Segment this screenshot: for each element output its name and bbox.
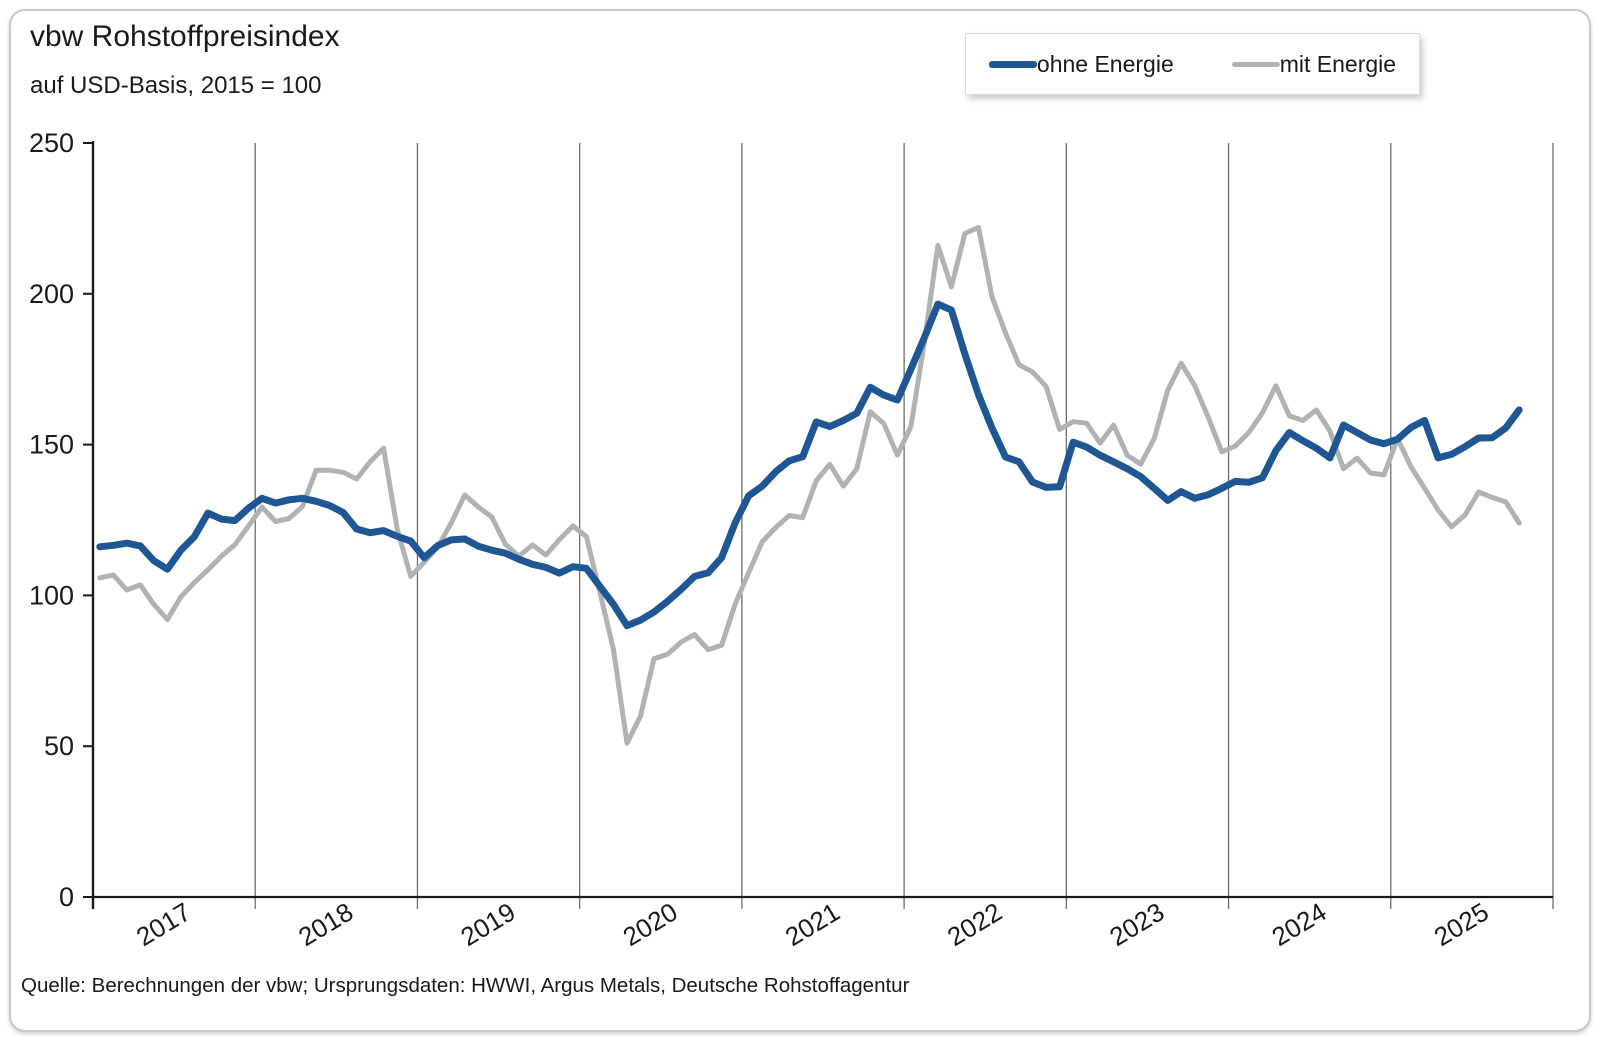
svg-text:2018: 2018 [293, 897, 358, 953]
line-swatch-icon [1231, 61, 1280, 67]
svg-text:2019: 2019 [455, 897, 520, 953]
legend-label: ohne Energie [1036, 50, 1174, 77]
svg-text:200: 200 [29, 279, 74, 309]
page-title: vbw Rohstoffpreisindex [30, 20, 340, 53]
line-swatch-icon [988, 60, 1037, 68]
svg-text:2017: 2017 [131, 897, 196, 953]
chart-legend: ohne Energie mit Energie [965, 33, 1420, 95]
svg-text:50: 50 [44, 731, 74, 761]
svg-text:100: 100 [29, 580, 74, 610]
legend-item: mit Energie [1231, 50, 1397, 78]
legend-label: mit Energie [1279, 50, 1397, 77]
svg-text:2020: 2020 [618, 897, 683, 953]
svg-text:2021: 2021 [780, 897, 845, 953]
source-note: Quelle: Berechnungen der vbw; Ursprungsd… [21, 974, 910, 997]
svg-text:250: 250 [29, 128, 74, 158]
page-subtitle: auf USD-Basis, 2015 = 100 [30, 72, 322, 99]
svg-text:0: 0 [59, 882, 74, 912]
svg-text:2024: 2024 [1267, 897, 1332, 953]
legend-item: ohne Energie [988, 50, 1174, 78]
svg-text:150: 150 [29, 430, 74, 460]
svg-text:2022: 2022 [942, 897, 1007, 953]
svg-text:2023: 2023 [1104, 897, 1169, 953]
svg-text:2025: 2025 [1429, 897, 1494, 953]
